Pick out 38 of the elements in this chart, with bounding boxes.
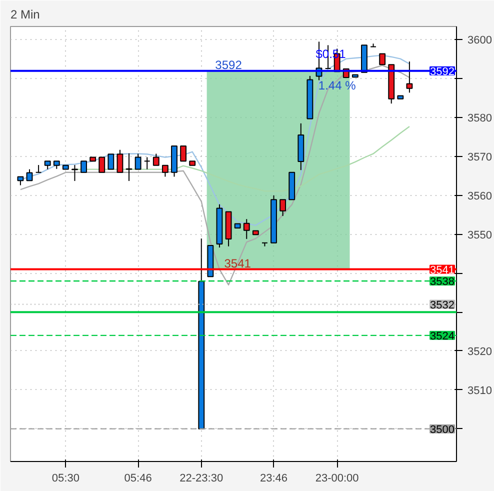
candlestick [379, 53, 386, 66]
ref-line-label: 3541 [430, 264, 455, 276]
ref-line-label: 3524 [430, 330, 455, 342]
y-tick-label: 3510 [468, 384, 492, 397]
candlestick [152, 153, 160, 166]
chart-title: 2 Min [10, 8, 40, 22]
x-tick-label: 05:30 [52, 472, 80, 484]
candlestick [108, 154, 114, 170]
ref-line-label: 3500 [430, 424, 455, 436]
candlestick [406, 61, 413, 94]
candlestick [134, 153, 142, 170]
candlestick [116, 149, 124, 173]
candlestick [26, 168, 33, 182]
candlestick [180, 145, 187, 162]
annotation: 1.44 % [318, 78, 356, 93]
candlestick [126, 152, 132, 182]
candlestick [243, 218, 250, 240]
candlestick [280, 199, 286, 216]
x-tick-label: 23-00:00 [315, 472, 359, 484]
y-tick-label: 3600 [468, 34, 492, 47]
annotation: 3541 [224, 256, 252, 270]
ref-line-label: 3532 [430, 299, 455, 312]
y-tick-label: 3560 [468, 190, 492, 202]
candlestick [80, 160, 87, 173]
x-tick-label: 05:46 [124, 472, 152, 484]
x-tick-label: 23:46 [260, 472, 288, 484]
x-tick-label: 22-23:30 [180, 472, 224, 484]
annotation: 3592 [215, 58, 242, 72]
y-tick-label: 3520 [468, 346, 492, 358]
y-tick-label: 3580 [468, 112, 492, 125]
candlestick [162, 164, 168, 178]
y-tick-label: 3570 [468, 151, 492, 164]
candlestick [144, 156, 150, 170]
candlestick [98, 156, 106, 173]
candlestick [35, 164, 42, 174]
ref-line-label: 3538 [430, 276, 455, 288]
y-tick-label: 3550 [468, 229, 492, 242]
ref-line-label: 3592 [430, 66, 455, 78]
